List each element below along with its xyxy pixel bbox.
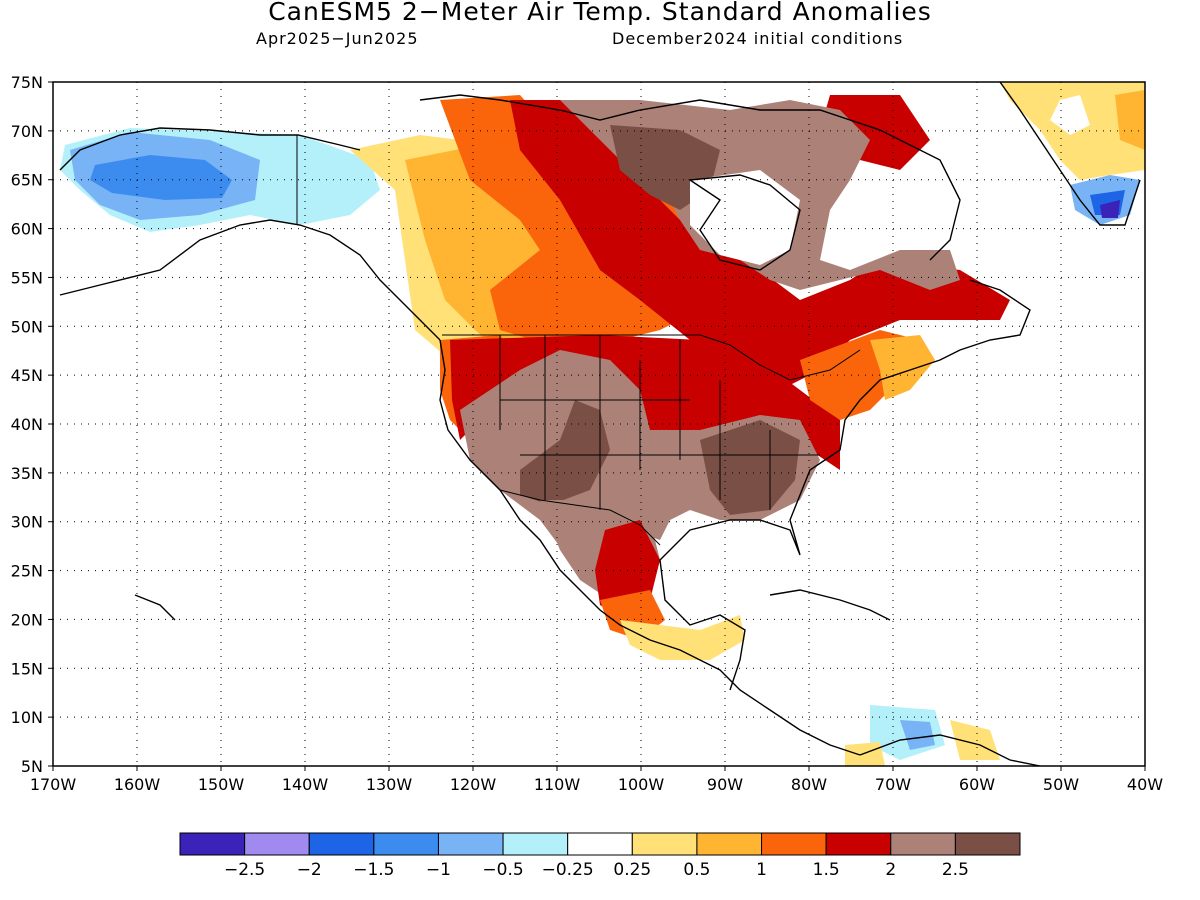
cool-anomaly-region-greenland-tip <box>1100 200 1120 218</box>
longitude-label: 110W <box>534 775 581 794</box>
coastline-arctic <box>419 94 961 261</box>
map-title: CanESM5 2−Meter Air Temp. Standard Anoma… <box>268 0 932 26</box>
latitude-label: 35N <box>11 464 43 483</box>
coastline-hawaii <box>134 594 176 621</box>
legend-label: 2 <box>885 860 896 880</box>
latitude-label: 70N <box>11 122 43 141</box>
border-us-mexico <box>499 489 661 546</box>
latitude-label: 65N <box>11 171 43 190</box>
warm-anomaly-region-greenland-orange <box>1115 90 1145 150</box>
legend-label: −1.5 <box>353 860 394 880</box>
coastline-west-us-mexico <box>439 339 861 756</box>
political-borders <box>296 135 861 546</box>
warm-anomaly-region-southeast-dark <box>700 420 800 515</box>
longitude-label: 120W <box>450 775 497 794</box>
longitude-label: 70W <box>875 775 911 794</box>
legend-swatch <box>373 832 439 856</box>
longitude-label: 140W <box>282 775 329 794</box>
longitude-label: 160W <box>114 775 161 794</box>
coastline-cuba <box>769 589 891 621</box>
neutral-region-greenland <box>1050 95 1090 135</box>
legend-swatch <box>696 832 763 856</box>
anomaly-shading <box>60 82 1145 766</box>
legend-label: −2.5 <box>224 860 265 880</box>
legend-label: −0.25 <box>542 860 594 880</box>
legend-label: −1 <box>426 860 451 880</box>
latitude-label: 15N <box>11 659 43 678</box>
latitude-label: 20N <box>11 610 43 629</box>
legend-swatch <box>761 832 827 856</box>
legend-label: 0.5 <box>683 860 710 880</box>
latitude-label: 30N <box>11 513 43 532</box>
latitude-label: 75N <box>11 73 43 92</box>
warm-anomaly-region-northeast-yellow <box>870 335 935 400</box>
longitude-label: 80W <box>791 775 827 794</box>
cool-anomaly-region-colombia-core <box>900 720 935 750</box>
legend-label: 2.5 <box>942 860 969 880</box>
longitude-label: 90W <box>707 775 743 794</box>
state-borders <box>499 335 820 510</box>
warm-anomaly-region-south-caribbean <box>845 742 885 766</box>
longitude-labels: 170W 160W 150W 140W 130W 120W 110W 100W 90W 80W 70… <box>30 766 1163 794</box>
initial-conditions: December2024 initial conditions <box>612 29 904 48</box>
legend-swatch <box>179 832 246 856</box>
legend-label: 1 <box>756 860 767 880</box>
border-us-canada <box>442 334 861 381</box>
coastlines <box>59 82 1141 766</box>
longitude-label: 100W <box>618 775 665 794</box>
legend-swatch <box>502 832 569 856</box>
legend-swatch <box>825 832 892 856</box>
legend-swatch <box>308 832 375 856</box>
legend-swatch <box>954 832 1021 856</box>
latitude-label: 40N <box>11 415 43 434</box>
longitude-label: 170W <box>30 775 77 794</box>
legend-swatch <box>631 832 698 856</box>
coastline-greenland <box>999 82 1141 226</box>
longitude-label: 60W <box>959 775 995 794</box>
neutral-region-hudson-bay <box>690 170 800 265</box>
coastline-alaska <box>59 127 441 341</box>
legend-swatch <box>244 832 310 856</box>
latitude-label: 55N <box>11 268 43 287</box>
latitude-label: 5N <box>21 757 43 776</box>
latitude-label: 45N <box>11 366 43 385</box>
legend-label: −2 <box>297 860 322 880</box>
legend-label: −0.5 <box>482 860 523 880</box>
graticule <box>53 82 1145 766</box>
longitude-label: 50W <box>1043 775 1079 794</box>
latitude-label: 50N <box>11 317 43 336</box>
longitude-label: 40W <box>1127 775 1163 794</box>
latitude-labels: 75N 70N 65N 60N 55N 50N 45N 40N 35N 30N 25N 20N 15N 1… <box>11 73 53 776</box>
warm-anomaly-region-mexico-yellow <box>620 615 745 660</box>
legend-swatch <box>437 832 504 856</box>
legend-swatch <box>890 832 956 856</box>
longitude-label: 130W <box>366 775 413 794</box>
forecast-period: Apr2025−Jun2025 <box>256 29 419 48</box>
legend-label: 0.25 <box>613 860 651 880</box>
warm-anomaly-region-quebec <box>820 95 930 170</box>
latitude-label: 10N <box>11 708 43 727</box>
legend-swatch <box>567 832 633 856</box>
coastline-hudson-bay <box>687 174 801 271</box>
longitude-label: 150W <box>198 775 245 794</box>
cool-anomaly-region-alaska-core <box>90 155 232 200</box>
latitude-label: 25N <box>11 562 43 581</box>
latitude-label: 60N <box>11 220 43 239</box>
warm-anomaly-region-southwest-dark <box>520 400 610 505</box>
coastline-gulf-east <box>659 279 1041 766</box>
color-legend: −2.5 −2 −1.5 −1 −0.5 −0.25 0.25 0.5 1 1.5 2 2.5 <box>179 832 1021 880</box>
warm-anomaly-region-venezuela <box>950 720 1000 760</box>
legend-label: 1.5 <box>813 860 840 880</box>
